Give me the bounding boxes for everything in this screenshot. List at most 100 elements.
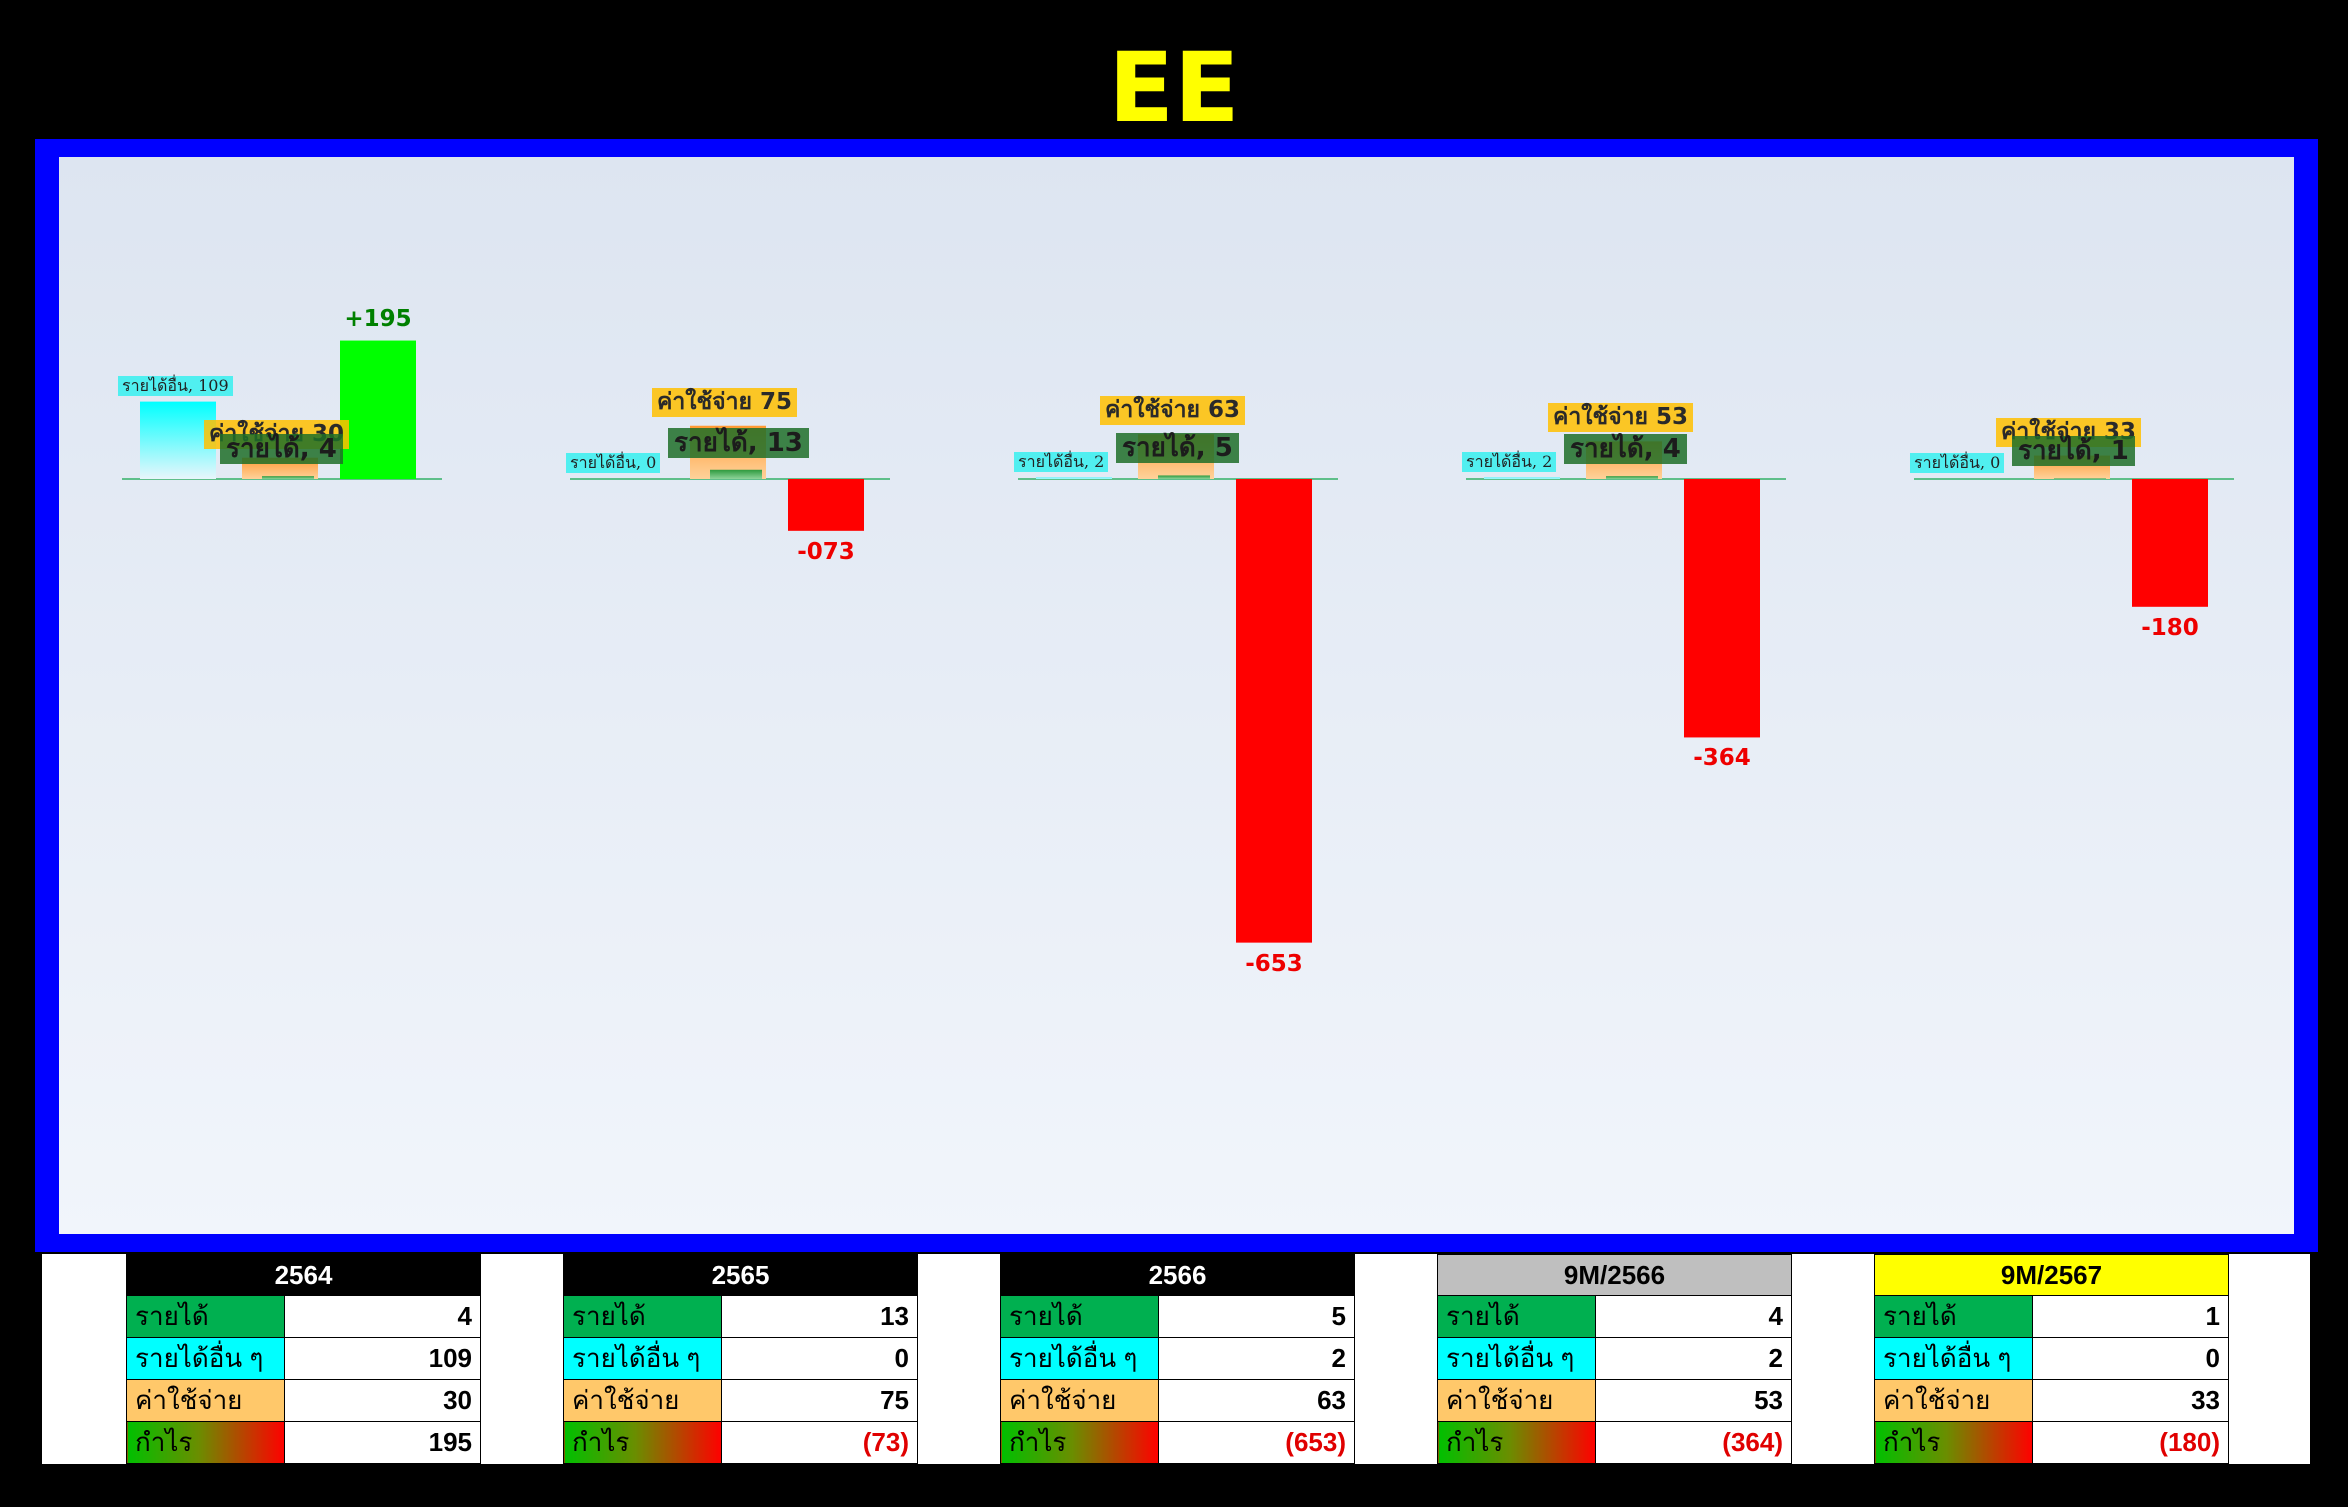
bar-profit [788,479,864,531]
bar-profit [2132,479,2208,607]
row-label: กำไร [1437,1421,1596,1464]
table-row: รายได้ 5 [1000,1295,1355,1338]
table-row: กำไร (180) [1874,1421,2229,1464]
row-value: 4 [1595,1295,1792,1338]
label-other-income: รายได้อื่น, 0 [1910,453,2005,473]
row-value: 1 [2032,1295,2229,1338]
row-label: รายได้ [563,1295,722,1338]
label-profit: -073 [797,538,855,565]
row-value: 2 [1158,1337,1355,1380]
row-value: 5 [1158,1295,1355,1338]
summary-tables: 2564 รายได้ 4 รายได้อื่น ๆ 109 ค่าใช้จ่าย 30 กำ… [42,1254,2310,1464]
row-label: ค่าใช้จ่าย [126,1379,285,1422]
bar-income [262,476,314,479]
row-label: ค่าใช้จ่าย [1874,1379,2033,1422]
label-expense: ค่าใช้จ่าย 63 [1100,396,1246,426]
table-row: รายได้ 13 [563,1295,918,1338]
row-value: 63 [1158,1379,1355,1422]
row-value: (364) [1595,1421,1792,1464]
row-label: รายได้ [126,1295,285,1338]
row-value: 4 [284,1295,481,1338]
label-other-income: รายได้อื่น, 2 [1462,451,1557,472]
table-row: กำไร 195 [126,1421,481,1464]
row-value: 0 [721,1337,918,1380]
row-label: รายได้ [1874,1295,2033,1338]
label-income: รายได้, 4 [220,434,343,465]
summary-table-9m-2566: 9M/2566 รายได้ 4 รายได้อื่น ๆ 2 ค่าใช้จ่าย 53 ก… [1437,1254,1792,1464]
table-row: ค่าใช้จ่าย 75 [563,1379,918,1422]
row-label: กำไร [563,1421,722,1464]
table-row: รายได้ 1 [1874,1295,2229,1338]
table-row: กำไร (653) [1000,1421,1355,1464]
row-label: กำไร [1874,1421,2033,1464]
bar-other-income [1484,477,1560,479]
row-value: (73) [721,1421,918,1464]
table-row: ค่าใช้จ่าย 63 [1000,1379,1355,1422]
table-header: 9M/2567 [1874,1254,2229,1296]
row-label: ค่าใช้จ่าย [563,1379,722,1422]
label-profit: -653 [1245,950,1303,977]
row-value: 0 [2032,1337,2229,1380]
label-income: รายได้, 4 [1564,434,1687,465]
row-label: รายได้อื่น ๆ [126,1337,285,1380]
row-label: รายได้อื่น ๆ [1000,1337,1159,1380]
page-title: EE [1108,32,1240,144]
row-label: ค่าใช้จ่าย [1000,1379,1159,1422]
table-header: 2566 [1000,1254,1355,1296]
label-profit: +195 [344,305,412,332]
row-label: รายได้อื่น ๆ [1437,1337,1596,1380]
table-row: ค่าใช้จ่าย 33 [1874,1379,2229,1422]
bar-other-income [1036,477,1112,479]
label-income: รายได้, 5 [1116,433,1239,464]
row-value: (180) [2032,1421,2229,1464]
row-value: 30 [284,1379,481,1422]
label-profit: -180 [2141,614,2199,641]
bar-income [1606,476,1658,479]
table-row: ค่าใช้จ่าย 30 [126,1379,481,1422]
table-header: 2565 [563,1254,918,1296]
row-value: 109 [284,1337,481,1380]
bar-income [1158,475,1210,479]
row-label: รายได้ [1000,1295,1159,1338]
row-label: รายได้อื่น ๆ [1874,1337,2033,1380]
table-row: ค่าใช้จ่าย 53 [1437,1379,1792,1422]
label-income: รายได้, 1 [2012,436,2135,467]
label-other-income: รายได้อื่น, 0 [566,453,661,473]
row-label: รายได้ [1437,1295,1596,1338]
row-value: 195 [284,1421,481,1464]
table-row: รายได้ 4 [126,1295,481,1338]
table-row: กำไร (364) [1437,1421,1792,1464]
row-value: 75 [721,1379,918,1422]
bar-other-income [140,401,216,479]
label-income: รายได้, 13 [668,427,809,458]
row-value: (653) [1158,1421,1355,1464]
label-profit: -364 [1693,745,1751,772]
row-label: รายได้อื่น ๆ [563,1337,722,1380]
table-row: กำไร (73) [563,1421,918,1464]
row-value: 33 [2032,1379,2229,1422]
bar-income [2054,478,2106,479]
summary-table-2564: 2564 รายได้ 4 รายได้อื่น ๆ 109 ค่าใช้จ่าย 30 กำ… [126,1254,481,1464]
label-other-income: รายได้อื่น, 2 [1014,451,1109,472]
table-header: 2564 [126,1254,481,1296]
row-label: กำไร [1000,1421,1159,1464]
table-header: 9M/2566 [1437,1254,1792,1296]
summary-table-2565: 2565 รายได้ 13 รายได้อื่น ๆ 0 ค่าใช้จ่าย 75 กำไ… [563,1254,918,1464]
summary-table-9m-2567: 9M/2567 รายได้ 1 รายได้อื่น ๆ 0 ค่าใช้จ่าย 33 ก… [1874,1254,2229,1464]
bar-income [710,469,762,479]
label-expense: ค่าใช้จ่าย 53 [1548,403,1694,433]
bar-profit [1684,479,1760,738]
row-value: 53 [1595,1379,1792,1422]
row-label: กำไร [126,1421,285,1464]
summary-table-2566: 2566 รายได้ 5 รายได้อื่น ๆ 2 ค่าใช้จ่าย 63 กำไร… [1000,1254,1355,1464]
row-label: ค่าใช้จ่าย [1437,1379,1596,1422]
table-row: รายได้ 4 [1437,1295,1792,1338]
table-row: รายได้อื่น ๆ 109 [126,1337,481,1380]
label-expense: ค่าใช้จ่าย 75 [652,387,798,417]
label-other-income: รายได้อื่น, 109 [118,375,233,396]
